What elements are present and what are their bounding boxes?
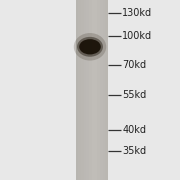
Ellipse shape xyxy=(77,37,103,57)
Text: 100kd: 100kd xyxy=(122,31,152,41)
Bar xyxy=(76,0,78,180)
Bar xyxy=(76,0,108,180)
Bar xyxy=(81,0,84,180)
Text: 35kd: 35kd xyxy=(122,146,147,156)
Bar xyxy=(103,0,105,180)
Text: 70kd: 70kd xyxy=(122,60,147,70)
Ellipse shape xyxy=(79,39,101,55)
Bar xyxy=(100,0,103,180)
Text: 55kd: 55kd xyxy=(122,90,147,100)
Bar xyxy=(78,0,81,180)
Bar xyxy=(89,0,92,180)
Bar xyxy=(84,0,86,180)
Ellipse shape xyxy=(74,33,106,61)
Text: 130kd: 130kd xyxy=(122,8,152,18)
Bar xyxy=(86,0,89,180)
Text: 40kd: 40kd xyxy=(122,125,146,135)
Bar xyxy=(105,0,108,180)
Bar xyxy=(97,0,100,180)
